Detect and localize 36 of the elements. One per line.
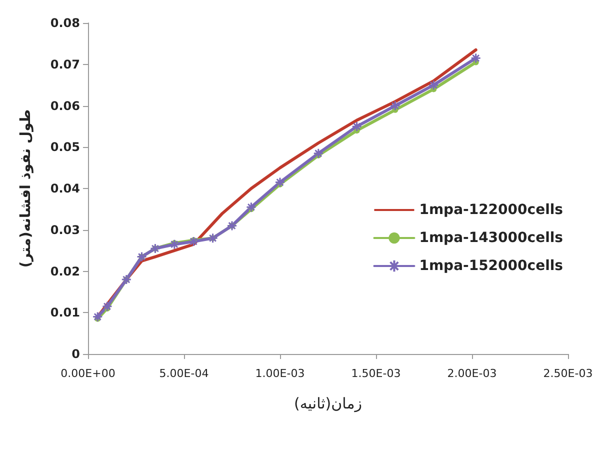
point	[150, 243, 160, 254]
point	[226, 220, 238, 231]
y-tick-label: 0.03	[50, 222, 80, 237]
point	[208, 232, 218, 244]
x-tick-label: 5.00E-04	[159, 367, 209, 380]
point	[169, 239, 180, 250]
x-tick-label: 2.50E-03	[543, 367, 593, 380]
y-tick-label: 0.07	[50, 57, 80, 72]
x-tick-label: 1.50E-03	[351, 367, 401, 380]
point	[352, 121, 362, 132]
point	[102, 301, 112, 312]
y-tick-label: 0.06	[50, 98, 80, 113]
legend-label: 1mpa-152000cells	[419, 258, 563, 274]
y-tick-label: 0.08	[50, 16, 80, 30]
point	[92, 312, 103, 322]
point	[313, 148, 324, 159]
y-tick-label: 0.01	[50, 306, 80, 320]
y-tick-label: 0.02	[50, 264, 80, 278]
legend-label: 1mpa-122000cells	[419, 202, 563, 218]
point	[390, 100, 400, 111]
x-axis-title: زمان(ثانیه)	[294, 394, 362, 412]
y-axis-title: طول نفوذ افشانه(متر)	[18, 109, 34, 268]
point	[121, 274, 132, 285]
point	[428, 80, 439, 90]
x-tick-label: 2.00E-03	[447, 367, 497, 380]
point	[274, 177, 286, 188]
y-tick-label: 0.04	[50, 182, 80, 196]
y-tick-label: 0	[72, 347, 80, 361]
point	[470, 52, 482, 64]
x-tick-label: 1.00E-03	[255, 367, 305, 380]
point	[246, 202, 256, 212]
x-tick-label: 0.00E+00	[60, 367, 116, 380]
y-tick-label: 0.05	[50, 140, 80, 154]
legend-label: 1mpa-143000cells	[419, 230, 563, 246]
point	[136, 252, 148, 262]
point	[188, 236, 199, 247]
